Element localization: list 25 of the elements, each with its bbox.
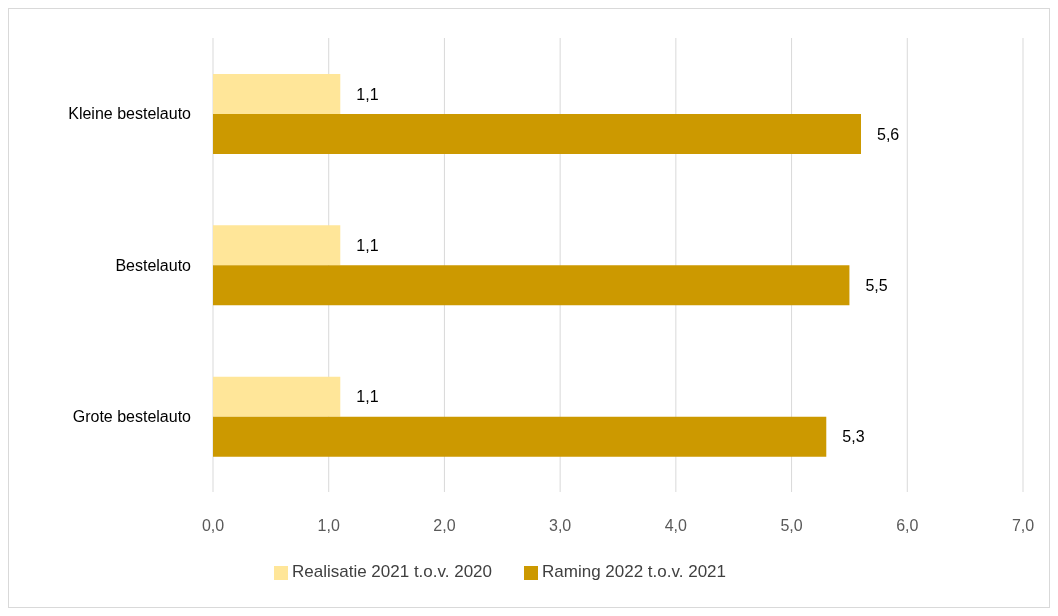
data-label: 1,1 [356,388,379,406]
data-label: 5,5 [865,277,888,295]
x-tick-label: 6,0 [896,517,919,535]
bar [213,416,827,457]
data-label: 1,1 [356,237,379,255]
bar [213,225,341,266]
bar [213,265,850,306]
bar [213,74,341,114]
bar [213,114,861,154]
data-label: 1,1 [356,85,379,103]
x-tick-label: 5,0 [780,517,803,535]
x-tick-label: 2,0 [433,517,456,535]
x-tick-label: 1,0 [317,517,340,535]
y-tick-label: Grote bestelauto [72,408,192,426]
data-label: 5,6 [877,125,900,143]
x-tick-label: 3,0 [549,517,572,535]
y-tick-label: Bestelauto [115,256,192,274]
legend-label: Realisatie 2021 t.o.v. 2020 [291,562,493,581]
x-tick-label: 0,0 [201,517,225,535]
x-tick-label: 4,0 [664,517,688,535]
data-label: 5,3 [842,428,865,446]
y-tick-label: Kleine bestelauto [68,105,192,123]
bar [213,376,341,417]
legend-label: Raming 2022 t.o.v. 2021 [542,562,727,581]
x-tick-label: 7,0 [1011,517,1035,535]
